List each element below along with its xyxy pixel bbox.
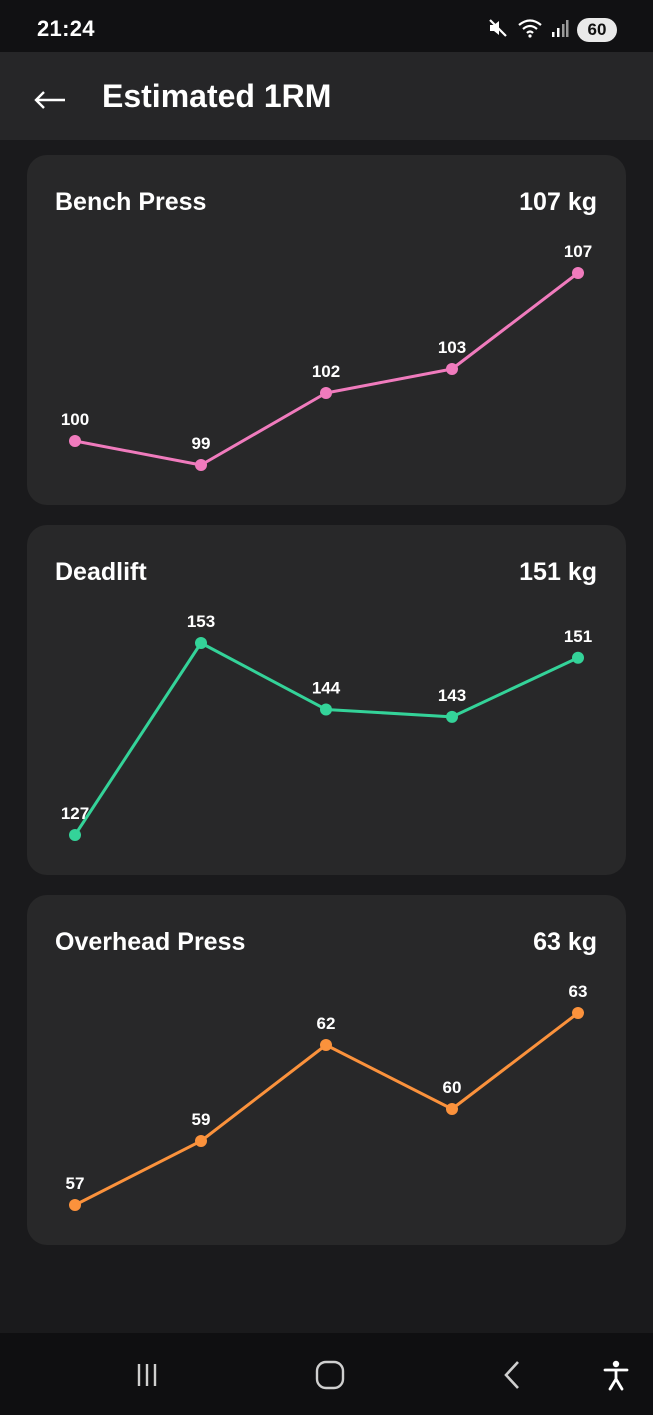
mute-icon (487, 17, 509, 44)
wifi-icon (517, 17, 543, 44)
bench-press-chart: 100 99 102 103 107 (61, 242, 592, 471)
data-point (572, 267, 584, 279)
card-value: 151 kg (519, 558, 597, 586)
data-point (446, 1103, 458, 1115)
navigation-bar (0, 1333, 653, 1415)
recent-apps-icon (137, 1364, 157, 1386)
data-label: 63 (569, 982, 588, 1001)
data-point (320, 703, 332, 716)
data-point (69, 1199, 81, 1211)
card-title: Overhead Press (55, 928, 246, 956)
card-value: 107 kg (519, 188, 597, 216)
card-value: 63 kg (533, 928, 597, 956)
bench-press-card[interactable]: Bench Press 107 kg 100 99 102 103 107 (27, 155, 626, 505)
data-label: 60 (443, 1078, 462, 1097)
card-title: Bench Press (55, 188, 207, 216)
deadlift-card[interactable]: Deadlift 151 kg 127 153 144 143 151 (27, 525, 626, 875)
deadlift-chart: 127 153 144 143 151 (61, 612, 592, 841)
signal-icon (551, 18, 569, 43)
back-arrow-icon (34, 91, 65, 109)
back-icon (504, 1361, 519, 1389)
accessibility-button[interactable] (594, 1355, 638, 1395)
data-point (320, 387, 332, 399)
overhead-press-chart: 57 59 62 60 63 (66, 982, 588, 1211)
data-point (572, 1007, 584, 1019)
data-label: 99 (192, 434, 211, 453)
back-button[interactable] (30, 80, 70, 120)
status-icons: 60 (487, 17, 617, 43)
status-bar: 21:24 60 (0, 0, 653, 52)
data-point (195, 1135, 207, 1147)
overhead-press-card[interactable]: Overhead Press 63 kg 57 59 62 60 63 (27, 895, 626, 1245)
data-point (572, 651, 584, 664)
data-point (320, 1039, 332, 1051)
data-point (69, 829, 81, 841)
data-point (69, 435, 81, 447)
home-button[interactable] (308, 1355, 352, 1395)
series-line (73, 641, 579, 836)
data-label: 100 (61, 410, 89, 429)
data-label: 144 (312, 678, 341, 697)
app-bar: Estimated 1RM (0, 52, 653, 140)
battery-icon: 60 (577, 18, 617, 42)
data-label: 62 (317, 1014, 336, 1033)
data-point (446, 363, 458, 375)
data-label: 153 (187, 612, 215, 631)
card-title: Deadlift (55, 558, 147, 586)
data-label: 127 (61, 804, 89, 823)
data-label: 57 (66, 1174, 85, 1193)
page-title: Estimated 1RM (102, 78, 332, 114)
data-label: 103 (438, 338, 466, 357)
data-point (446, 710, 458, 723)
status-time: 21:24 (37, 16, 95, 41)
home-icon (315, 1360, 345, 1390)
system-back-button[interactable] (490, 1355, 534, 1395)
data-label: 102 (312, 362, 340, 381)
data-label: 107 (564, 242, 592, 261)
data-point (195, 459, 207, 471)
accessibility-icon (603, 1360, 629, 1391)
data-point (195, 637, 207, 649)
data-label: 59 (192, 1110, 211, 1129)
data-label: 143 (438, 686, 466, 705)
recent-apps-button[interactable] (125, 1355, 169, 1395)
data-label: 151 (564, 627, 592, 646)
